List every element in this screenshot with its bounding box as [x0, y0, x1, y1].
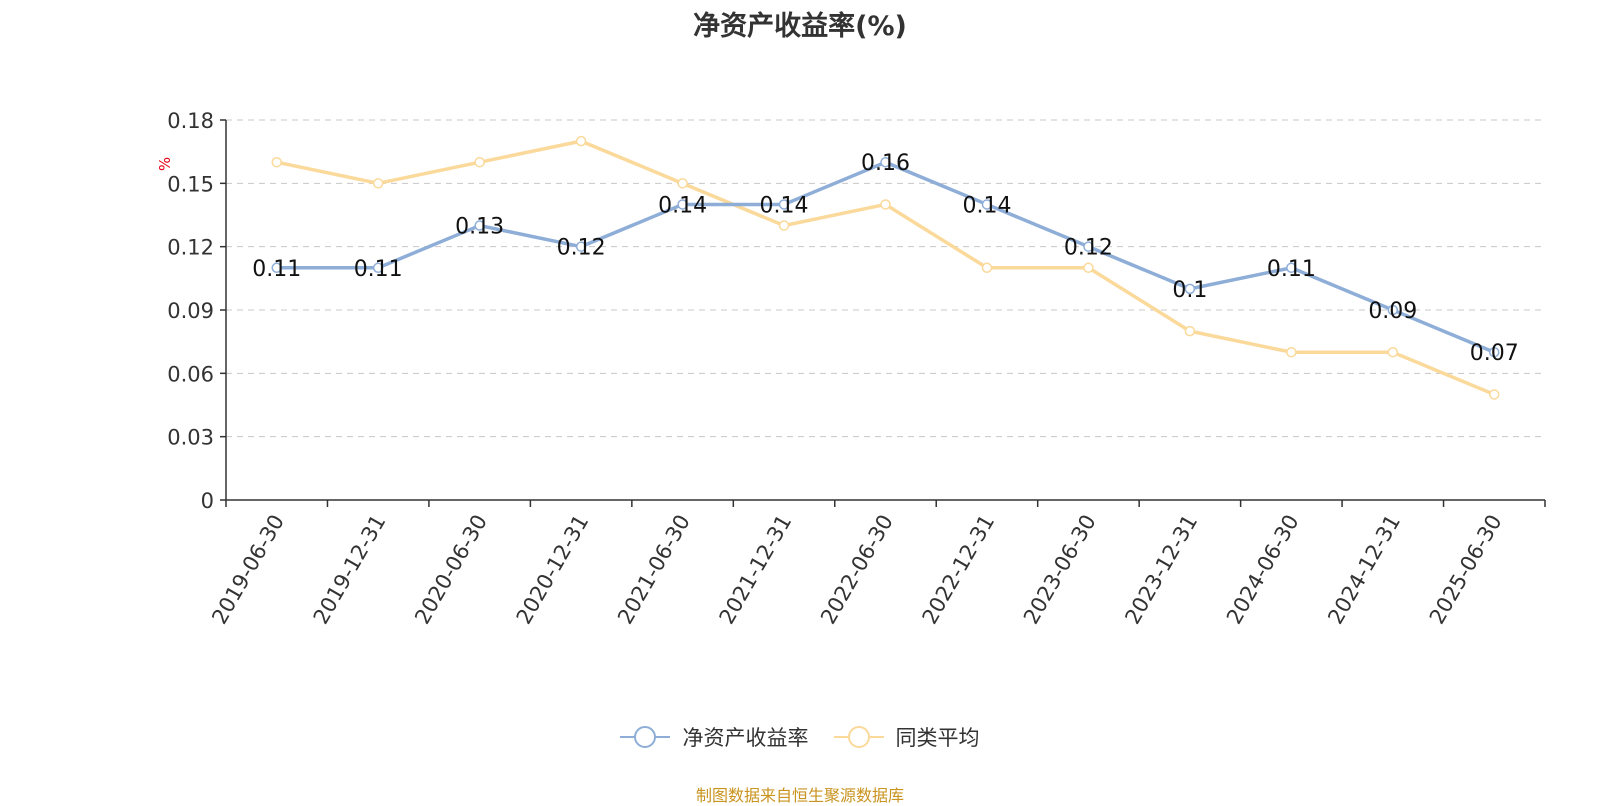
roe-data-label: 0.14: [760, 193, 809, 218]
roe-data-label: 0.12: [1064, 236, 1113, 261]
roe-data-label: 0.09: [1368, 299, 1417, 324]
peer-average-data-point: [1083, 262, 1094, 274]
roe-data-label: 0.11: [354, 257, 403, 282]
x-tick-label: 2020-06-30: [410, 511, 492, 629]
y-tick-label: 0.12: [167, 236, 214, 260]
roe-data-point: [1286, 262, 1297, 274]
roe-data-point: [575, 241, 587, 252]
x-tick-label: 2023-06-30: [1019, 511, 1101, 629]
peer-average-data-point: [271, 156, 282, 168]
legend-item-peer-average[interactable]: 同类平均: [833, 722, 980, 752]
roe-data-label: 0.12: [557, 236, 606, 261]
x-tick-label: 2024-06-30: [1222, 511, 1304, 629]
x-tick-label: 2022-12-31: [917, 511, 999, 629]
peer-average-data-point: [372, 178, 384, 189]
legend-label-peer-average: 同类平均: [895, 726, 980, 750]
x-tick-label: 2025-06-30: [1425, 511, 1507, 629]
roe-data-point: [474, 220, 485, 231]
data-source-note: 制图数据来自恒生聚源数据库: [695, 786, 904, 805]
roe-data-point: [1184, 283, 1196, 295]
roe-data-label: 0.1: [1172, 278, 1207, 303]
roe-data-label: 0.14: [658, 193, 707, 218]
y-tick-label: 0.09: [167, 299, 214, 323]
roe-data-point: [1489, 346, 1500, 358]
x-tick-label: 2020-12-31: [512, 511, 594, 629]
roe-data-point: [372, 262, 384, 274]
roe-data-point: [1083, 241, 1094, 252]
data-labels: 0.11 0.11 0.13 0.12 0.14 0.14 0.16 0.14 0.12 0.1 0…: [252, 151, 1519, 366]
legend-label-roe: 净资产收益率: [682, 726, 809, 750]
roe-data-label: 0.11: [1267, 257, 1316, 282]
legend-peer-marker-icon: [833, 726, 884, 748]
y-tick-label: 0.18: [167, 109, 214, 133]
roe-data-point: [880, 156, 891, 168]
legend-item-roe[interactable]: 净资产收益率: [620, 722, 808, 752]
peer-average-data-point: [778, 220, 790, 231]
x-tick-label: 2019-06-30: [207, 511, 289, 629]
peer-average-data-point: [677, 178, 688, 189]
peer-average-data-point: [1286, 346, 1297, 358]
legend: 净资产收益率 同类平均: [0, 722, 1600, 753]
peer-average-data-point: [1184, 325, 1196, 337]
x-tick-label: 2022-06-30: [816, 511, 898, 629]
x-tick-label: 2021-12-31: [715, 511, 797, 629]
roe-data-point: [1387, 304, 1399, 316]
peer-average-data-point: [981, 262, 993, 274]
y-tick-label: 0.06: [167, 362, 214, 386]
x-tick-label: 2023-12-31: [1120, 511, 1202, 629]
peer-average-data-point: [1489, 389, 1500, 400]
series-lines: [271, 135, 1500, 400]
axes: 0 0.03 0.06 0.09 0.12 0.15 0.18% 2019-06-30 2019…: [156, 109, 1546, 629]
peer-average-data-point: [880, 199, 891, 210]
roe-data-point: [778, 199, 790, 210]
peer-average-data-point: [1387, 346, 1399, 358]
roe-data-label: 0.11: [252, 257, 301, 282]
roe-data-point: [677, 199, 688, 210]
legend-roe-marker-icon: [620, 726, 671, 748]
y-tick-label: 0.15: [167, 172, 214, 196]
y-tick-label: 0: [201, 489, 214, 513]
roe-data-point: [981, 199, 993, 210]
x-tick-label: 2019-12-31: [309, 511, 391, 629]
roe-data-label: 0.14: [962, 193, 1011, 218]
peer-average-data-point: [575, 135, 587, 147]
y-axis-unit-label: %: [156, 157, 174, 171]
x-tick-label: 2024-12-31: [1323, 511, 1405, 629]
y-tick-label: 0.03: [167, 426, 214, 450]
chart-title: 净资产收益率(%): [693, 11, 907, 42]
roe-data-point: [271, 262, 282, 274]
roe-data-label: 0.13: [455, 215, 504, 240]
peer-average-data-point: [474, 156, 485, 168]
roe-data-label: 0.16: [861, 151, 910, 176]
roe-data-label: 0.07: [1470, 341, 1519, 366]
x-tick-label: 2021-06-30: [613, 511, 695, 629]
